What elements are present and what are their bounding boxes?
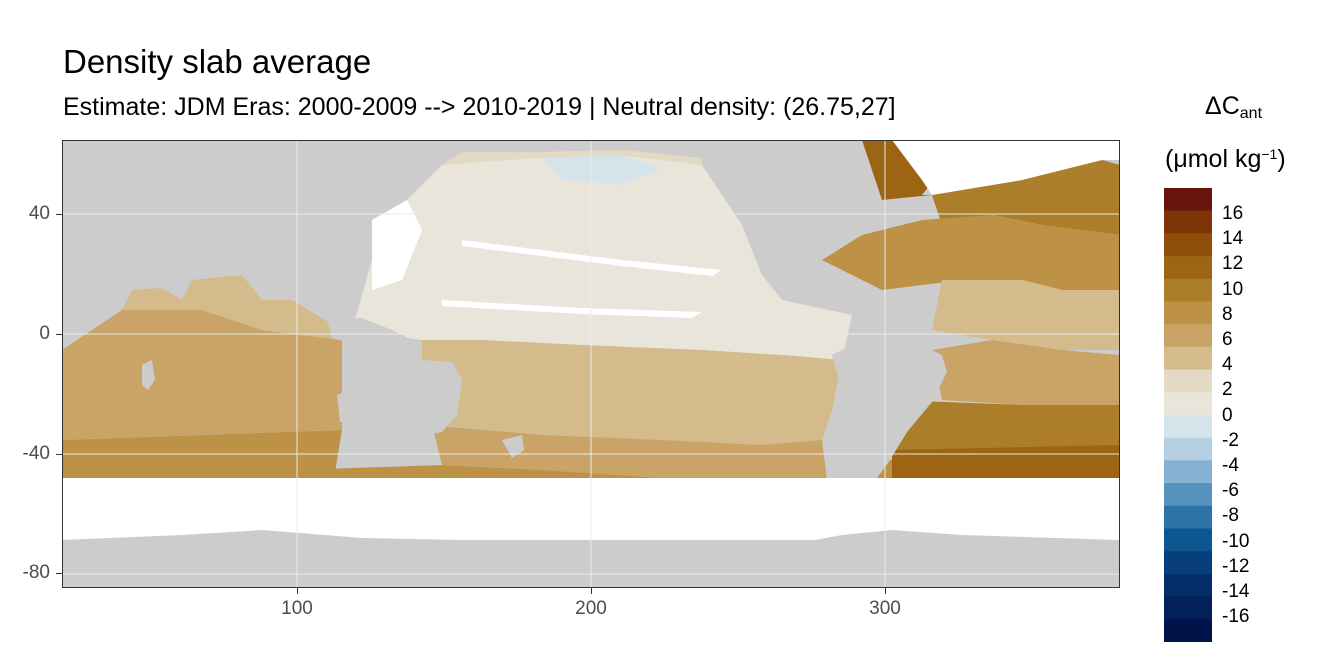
legend-color-step xyxy=(1164,233,1212,257)
y-tick-mark xyxy=(56,573,62,574)
legend-label: -14 xyxy=(1222,581,1250,602)
legend-label: 2 xyxy=(1222,379,1233,401)
chart-title: Density slab average xyxy=(63,43,372,80)
legend-color-step xyxy=(1164,278,1212,302)
y-tick-label: 0 xyxy=(39,323,50,344)
x-tick-mark xyxy=(885,588,886,594)
legend-title-sub: ant xyxy=(1239,105,1263,122)
pacific-subarctic-blue xyxy=(542,155,662,185)
x-tick-mark xyxy=(591,588,592,594)
legend-label: 12 xyxy=(1222,253,1244,275)
pacific-north-tan xyxy=(442,150,702,165)
y-tick-label: 40 xyxy=(28,203,50,224)
legend-color-step xyxy=(1164,415,1212,439)
legend-color-step xyxy=(1164,573,1212,598)
legend-color-step xyxy=(1164,369,1212,393)
legend-title-main: ΔC xyxy=(1205,92,1240,120)
legend-color-step xyxy=(1164,528,1212,552)
south-america xyxy=(832,338,947,500)
pacific-south-light xyxy=(422,340,842,445)
legend-color-step xyxy=(1164,324,1212,348)
legend-label: 14 xyxy=(1222,228,1244,250)
indian-ocean-band-north xyxy=(122,275,342,340)
legend-color-step xyxy=(1164,301,1212,325)
legend-label: 6 xyxy=(1222,329,1233,350)
north-atlantic-mid xyxy=(822,215,1120,290)
legend-label: -4 xyxy=(1222,455,1239,476)
legend-color-step xyxy=(1164,551,1212,575)
legend-colorbar xyxy=(1164,188,1212,642)
legend-unit-post: ) xyxy=(1277,145,1286,173)
legend-label: 4 xyxy=(1222,354,1233,376)
new-zealand xyxy=(502,435,524,458)
x-tick-label: 100 xyxy=(281,598,313,619)
legend-unit-sup: −1 xyxy=(1261,146,1278,162)
legend-label: -2 xyxy=(1222,429,1239,451)
legend-color-step xyxy=(1164,188,1212,212)
x-tick-label: 200 xyxy=(575,598,607,619)
legend-color-step xyxy=(1164,256,1212,280)
legend-label: 10 xyxy=(1222,278,1244,300)
legend-unit-pre: (μmol kg xyxy=(1165,145,1262,173)
madagascar xyxy=(142,360,155,390)
legend-label: -16 xyxy=(1222,606,1250,628)
legend-color-step xyxy=(1164,210,1212,234)
legend-color-step xyxy=(1164,437,1212,461)
legend-label: 8 xyxy=(1222,303,1233,325)
north-pacific-streaks xyxy=(442,240,722,318)
south-atlantic-upper xyxy=(932,340,1120,405)
legend-color-step xyxy=(1164,505,1212,529)
y-tick-mark xyxy=(56,214,62,215)
legend-label: 0 xyxy=(1222,404,1233,426)
x-tick-mark xyxy=(297,588,298,594)
legend-label: -6 xyxy=(1222,480,1239,502)
legend-color-step xyxy=(1164,392,1212,416)
y-tick-mark xyxy=(56,334,62,335)
x-tick-label: 300 xyxy=(869,598,901,619)
legend-label: -12 xyxy=(1222,555,1250,577)
legend-label: -8 xyxy=(1222,505,1239,527)
arctic-nodata xyxy=(892,140,1120,195)
indian-ocean-band-mid xyxy=(62,310,342,440)
pacific-south-mid xyxy=(432,425,827,480)
legend-color-step xyxy=(1164,460,1212,484)
legend-color-step xyxy=(1164,346,1212,371)
legend-label: 16 xyxy=(1222,203,1244,224)
y-tick-mark xyxy=(56,454,62,455)
legend-color-step xyxy=(1164,596,1212,620)
chart-subtitle: Estimate: JDM Eras: 2000-2009 --> 2010-2… xyxy=(63,93,896,121)
y-tick-label: -80 xyxy=(22,562,50,583)
legend-title: ΔCant (μmol kg−1) xyxy=(1165,86,1335,179)
asia-nodata-patch xyxy=(372,200,422,290)
legend-color-step xyxy=(1164,483,1212,507)
legend-label: -10 xyxy=(1222,530,1250,552)
ocean-map xyxy=(62,140,1120,588)
north-atlantic-low xyxy=(932,280,1120,350)
plot-border xyxy=(62,140,1120,588)
australia xyxy=(337,360,462,440)
legend-color-step xyxy=(1164,619,1212,642)
y-tick-label: -40 xyxy=(22,443,50,464)
